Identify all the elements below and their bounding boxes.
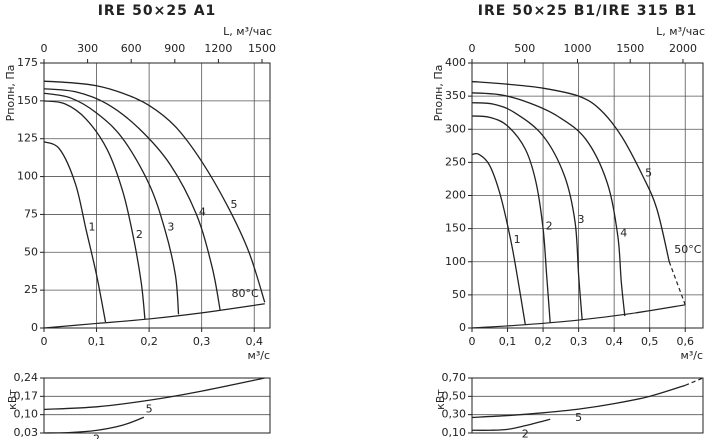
x2-tick-label: 0 [469,42,476,55]
plot-frame [43,62,271,329]
limit-label: 50°C [674,243,701,256]
plot-frame [43,377,271,434]
x-tick-label: 0,2 [140,335,158,348]
limit-line [471,304,686,329]
x-tick-label: 0 [41,335,48,348]
x2-tick-label: 1500 [616,42,644,55]
y-tick-label: 0,03 [14,426,39,439]
curve-label: 5 [230,198,237,211]
y-tick-label: 75 [24,207,38,220]
curve [43,416,145,434]
x-axis-label: м³/с [681,349,703,362]
x2-tick-label: 900 [164,42,185,55]
plot-frame [471,62,704,329]
x-tick-label: 0 [469,335,476,348]
y-tick-label: 350 [445,89,466,102]
curve-label: 2 [522,428,529,439]
x-tick-label: 0,3 [193,335,211,348]
curve-label: 2 [546,220,553,233]
limit-line [668,261,686,306]
curve-label: 2 [93,432,100,439]
x2-tick-label: 600 [121,42,142,55]
x-tick-label: 0,2 [534,335,552,348]
x2-tick-label: 1500 [248,42,276,55]
curve-label: 2 [136,228,143,241]
x2-tick-label: 2000 [669,42,697,55]
chart-title: IRE 50×25 B1/IRE 315 B1 [478,3,697,19]
curve [471,80,670,262]
curve [43,377,265,411]
x2-tick-label: 1000 [563,42,591,55]
y-tick-label: 100 [17,170,38,183]
curve [471,152,526,325]
curve-label: 3 [167,221,174,234]
y-tick-label: 50 [452,288,466,301]
x2-tick-label: 500 [514,42,535,55]
curve-label: 4 [199,205,206,218]
y-tick-label: 0 [459,321,466,334]
x-tick-label: 0,1 [499,335,517,348]
y-tick-label: 0,24 [14,371,39,384]
plot-frame [471,377,704,434]
x2-tick-label: 0 [41,42,48,55]
y-tick-label: 0,10 [442,426,467,439]
limit-line [685,377,704,386]
y-tick-label: 0,70 [442,371,467,384]
x-tick-label: 0,1 [88,335,106,348]
y-axis-label: кВт [6,389,19,410]
y-tick-label: 0,30 [442,408,467,421]
y-tick-label: 0,17 [14,389,39,402]
y-tick-label: 0,50 [442,389,467,402]
curve [471,384,686,419]
curve-label: 1 [514,233,521,246]
curve-label: 3 [578,213,585,226]
y-tick-label: 100 [445,255,466,268]
curve [43,88,221,310]
x-tick-label: 0,5 [641,335,659,348]
chart-title: IRE 50×25 A1 [98,3,217,19]
y-tick-label: 50 [24,245,38,258]
x-tick-label: 0,4 [605,335,623,348]
curve [471,92,626,317]
x-tick-label: 0,4 [245,335,263,348]
y-tick-label: 150 [445,222,466,235]
x2-axis-label: L, м³/час [223,25,272,38]
y-tick-label: 0 [31,321,38,334]
curve-label: 5 [645,167,652,180]
curve-label: 4 [620,226,627,239]
y-tick-label: 300 [445,122,466,135]
y-axis-label: Рполн, Па [432,65,445,122]
curve [471,418,551,431]
x-tick-label: 0,3 [570,335,588,348]
y-axis-label: Рполн, Па [4,65,17,122]
curve [43,80,266,303]
x2-axis-label: L, м³/час [656,25,705,38]
x-tick-label: 0,6 [676,335,694,348]
y-tick-label: 400 [445,56,466,69]
curve-label: 5 [575,411,582,424]
y-tick-label: 175 [17,56,38,69]
y-tick-label: 250 [445,155,466,168]
y-tick-label: 150 [17,94,38,107]
limit-line [43,303,265,329]
curve [43,92,180,315]
curve-label: 1 [89,221,96,234]
x2-tick-label: 300 [77,42,98,55]
y-tick-label: 0,10 [14,408,39,421]
curve [43,141,107,323]
curve [471,102,583,321]
y-tick-label: 200 [445,189,466,202]
y-tick-label: 125 [17,132,38,145]
y-tick-label: 25 [24,283,38,296]
x2-tick-label: 1200 [204,42,232,55]
curve [43,100,146,319]
curve-label: 5 [146,402,153,415]
limit-label: 80°C [232,287,259,300]
y-axis-label: кВт [434,389,447,410]
curve [471,115,551,323]
x-axis-label: м³/с [248,349,270,362]
